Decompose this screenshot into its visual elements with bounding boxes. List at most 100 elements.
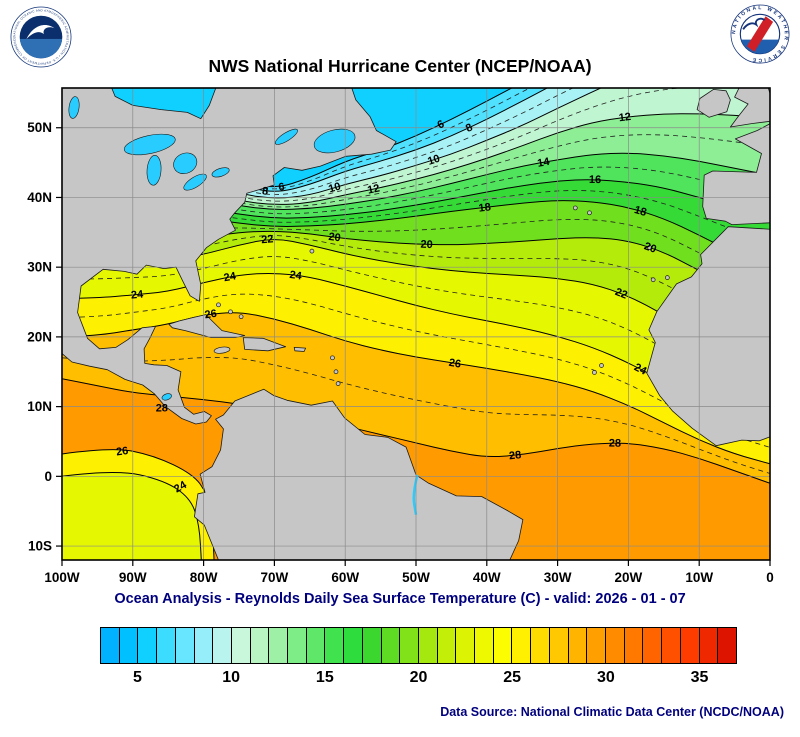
colorbar-cell <box>717 628 736 663</box>
colorbar-cell <box>604 628 624 663</box>
noaa-seagull-icon <box>26 25 55 39</box>
x-axis-label: 100W <box>44 570 80 585</box>
colorbar-cell <box>343 628 362 663</box>
colorbar-cell <box>436 628 456 663</box>
colorbar-tick-label: 25 <box>503 669 522 686</box>
colorbar-cell <box>455 628 475 663</box>
contour-label: 22 <box>261 233 274 246</box>
colorbar-cell <box>193 628 213 663</box>
colorbar-cell <box>156 628 175 663</box>
amazon-river <box>412 474 419 515</box>
colorbar-cell <box>698 628 718 663</box>
colorbar-cell <box>268 628 288 663</box>
page-title: NWS National Hurricane Center (NCEP/NOAA… <box>208 56 592 76</box>
colorbar-cell <box>474 628 493 663</box>
lake-erie <box>183 173 207 191</box>
dashed-contour <box>62 293 770 448</box>
colorbar-tick-label: 20 <box>409 669 428 686</box>
colorbar-tick-label: 35 <box>690 669 709 686</box>
colorbar-cell <box>548 628 568 663</box>
island-dot <box>309 248 315 254</box>
colorbar-cell <box>174 628 194 663</box>
landmass-britain <box>730 88 770 128</box>
colorbar-cell <box>679 628 699 663</box>
axis-labels: 100W 90W 80W 70W 60W 50W 40W 30W 20W 10W 0 50N 40N 30… <box>27 120 774 585</box>
y-axis-label: 10N <box>27 399 52 414</box>
colorbar <box>100 627 737 664</box>
contour-label: 24 <box>289 269 304 283</box>
contour-label: 20 <box>642 240 658 255</box>
colorbar-cell <box>249 628 269 663</box>
x-axis-label: 30W <box>544 570 572 585</box>
lake-ontario <box>211 167 230 178</box>
contour-label: 6 <box>278 181 286 194</box>
colorbar-cell <box>642 628 662 663</box>
colorbar-tick-label: 5 <box>133 669 142 686</box>
landmass-hispaniola <box>242 337 287 352</box>
colorbar-tick-label: 10 <box>222 669 241 686</box>
contour-label: 18 <box>478 201 492 214</box>
landmass-africa <box>646 226 770 447</box>
island-dot <box>592 370 597 375</box>
island-dot <box>335 381 341 386</box>
colorbar-tick-label: 15 <box>315 669 334 686</box>
contour-label: 22 <box>613 286 629 302</box>
island-dot <box>228 309 233 315</box>
colorbar-cell <box>417 628 437 663</box>
contour-label: 12 <box>618 111 632 124</box>
colorbar-cell <box>380 628 400 663</box>
landmass-iberia-france <box>702 123 770 226</box>
contour-label: 28 <box>609 438 621 450</box>
lake-huron <box>173 152 198 174</box>
island-dot <box>664 275 670 280</box>
colorbar-cell <box>661 628 680 663</box>
landmass-puerto-rico <box>293 346 307 352</box>
x-axis-label: 70W <box>261 570 289 585</box>
colorbar-cell <box>324 628 344 663</box>
axis-ticks <box>56 127 771 566</box>
dashed-contour <box>62 357 770 474</box>
colorbar-cell <box>530 628 549 663</box>
colorbar-cell <box>511 628 531 663</box>
lake-winnipeg <box>68 96 80 119</box>
nws-bird-icon <box>742 17 766 30</box>
noaa-logo: NATIONAL OCEANIC AND ATMOSPHERIC ADMINIS… <box>10 6 72 68</box>
contour-label: 14 <box>536 156 551 170</box>
solid-contour <box>62 378 770 484</box>
colorbar-labels: 5 10 15 20 25 30 35 <box>100 669 737 691</box>
contour-label: 16 <box>589 174 601 186</box>
contour-label: 28 <box>156 403 168 415</box>
y-axis-label: 50N <box>27 120 52 135</box>
island-dot <box>650 277 656 283</box>
contour-label: 20 <box>420 239 433 251</box>
y-axis-label: 30N <box>27 260 52 275</box>
x-axis-label: 0 <box>766 570 774 585</box>
x-axis-label: 20W <box>615 570 643 585</box>
x-axis-label: 40W <box>473 570 501 585</box>
y-axis-label: 20N <box>27 329 52 344</box>
data-source: Data Source: National Climatic Data Cent… <box>440 705 784 719</box>
landmass-north-america <box>62 88 397 425</box>
solid-contour <box>62 471 202 560</box>
island-dot <box>647 245 652 251</box>
island-dot <box>238 314 244 320</box>
island-dot <box>572 205 578 211</box>
contour-label: 10 <box>327 181 342 196</box>
island-dot <box>587 210 592 216</box>
colorbar-cell <box>567 628 587 663</box>
pacific-sst-patch <box>62 472 202 560</box>
lake-michigan <box>146 154 162 186</box>
x-axis-label: 90W <box>119 570 147 585</box>
contour-label: 26 <box>115 445 129 459</box>
contour-label: 26 <box>448 357 462 371</box>
contour-label: 6 <box>436 118 447 131</box>
contour-label: 20 <box>328 231 342 244</box>
lake-nicaragua <box>161 393 172 401</box>
island-dot <box>333 369 339 375</box>
lake-superior <box>123 133 176 156</box>
colorbar-cell <box>399 628 418 663</box>
colorbar-tick-label: 30 <box>596 669 615 686</box>
colorbar-cell <box>361 628 381 663</box>
